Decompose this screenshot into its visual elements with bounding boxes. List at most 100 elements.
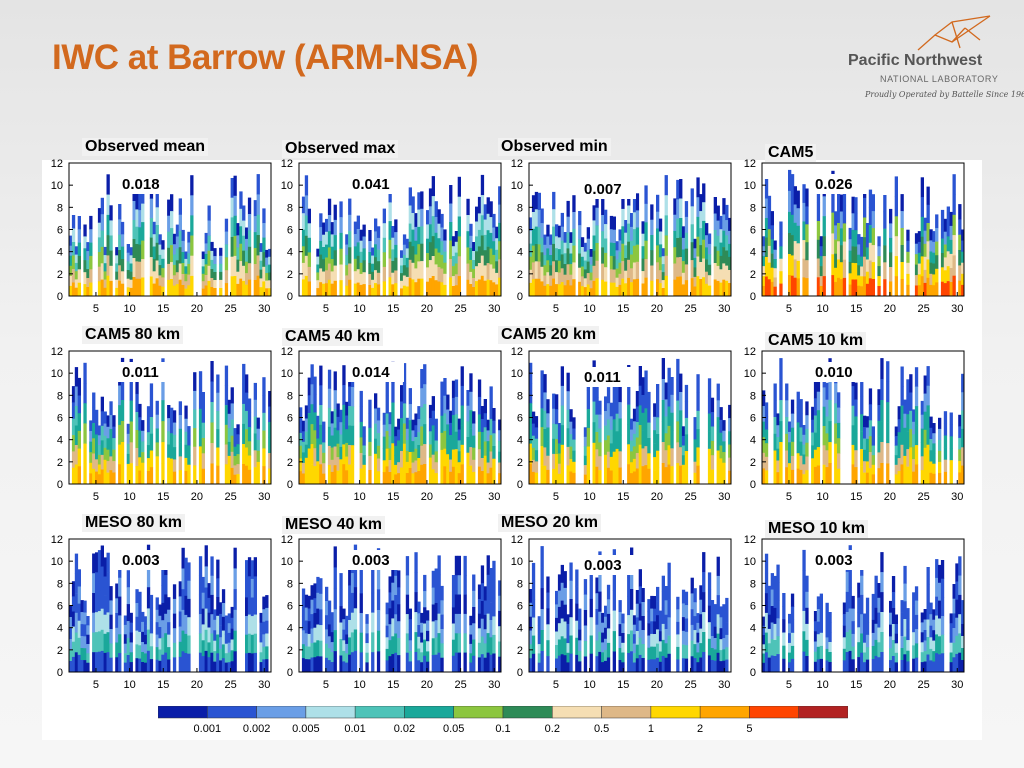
field-cell bbox=[138, 443, 142, 458]
field-cell bbox=[635, 244, 640, 263]
field-cell bbox=[776, 654, 780, 673]
field-cell bbox=[146, 629, 151, 652]
field-cell bbox=[595, 432, 599, 450]
field-cell bbox=[457, 440, 461, 452]
field-cell bbox=[227, 427, 231, 443]
field-cell bbox=[408, 650, 412, 662]
field-cell bbox=[598, 470, 602, 485]
field-cell bbox=[684, 248, 689, 265]
field-cell bbox=[342, 444, 346, 465]
field-cell bbox=[618, 251, 622, 263]
field-cell bbox=[894, 643, 898, 654]
field-cell bbox=[773, 433, 777, 451]
field-cell bbox=[161, 463, 165, 485]
field-cell bbox=[492, 446, 496, 459]
field-cell bbox=[699, 585, 703, 601]
field-cell bbox=[914, 275, 919, 286]
field-cell bbox=[601, 215, 605, 232]
field-cell bbox=[770, 655, 774, 673]
field-cell bbox=[109, 280, 113, 297]
field-cell bbox=[764, 416, 769, 430]
field-cell bbox=[865, 597, 870, 611]
field-cell bbox=[664, 629, 668, 644]
field-cell bbox=[100, 440, 104, 456]
field-cell bbox=[569, 274, 573, 286]
field-cell bbox=[722, 230, 726, 248]
field-cell bbox=[86, 616, 90, 626]
field-cell bbox=[253, 652, 257, 673]
field-cell bbox=[583, 260, 588, 270]
field-cell bbox=[135, 192, 139, 210]
field-cell bbox=[164, 613, 168, 634]
field-cell bbox=[929, 461, 933, 473]
x-tick-label: 10 bbox=[583, 303, 595, 315]
field-cell bbox=[779, 283, 783, 297]
field-cell bbox=[245, 273, 249, 285]
panel-cam5: CAM5 0 2 4 6 8 10 12 5 10 15 20 25 30 0.026 bbox=[735, 144, 967, 318]
field-cell bbox=[868, 452, 873, 469]
field-cell bbox=[929, 240, 933, 252]
field-cell bbox=[420, 642, 424, 653]
field-cell bbox=[250, 560, 255, 580]
field-cell bbox=[382, 424, 386, 437]
field-cell bbox=[903, 413, 907, 429]
field-cell bbox=[198, 446, 203, 466]
field-cell bbox=[74, 652, 79, 673]
field-cell bbox=[385, 448, 389, 467]
field-cell bbox=[489, 386, 493, 403]
field-cell bbox=[958, 437, 962, 450]
x-tick-label: 25 bbox=[454, 679, 466, 691]
field-cell bbox=[705, 223, 709, 236]
field-cell bbox=[391, 564, 395, 583]
field-cell bbox=[118, 280, 122, 297]
field-cell bbox=[224, 405, 229, 426]
field-cell bbox=[638, 637, 642, 656]
field-cell bbox=[359, 273, 363, 286]
field-cell bbox=[618, 660, 622, 673]
field-cell bbox=[949, 268, 953, 283]
iwc-field bbox=[69, 174, 272, 297]
field-cell bbox=[304, 594, 309, 608]
field-cell bbox=[776, 437, 780, 450]
field-cell bbox=[865, 283, 870, 297]
field-cell bbox=[414, 460, 418, 473]
field-cell bbox=[764, 456, 769, 471]
field-cell bbox=[618, 262, 622, 275]
field-cell bbox=[155, 400, 159, 415]
field-cell bbox=[210, 575, 214, 596]
field-cell bbox=[961, 262, 965, 275]
field-cell bbox=[546, 441, 550, 456]
x-tick-label: 5 bbox=[786, 679, 792, 691]
field-cell bbox=[391, 443, 395, 464]
field-cell bbox=[848, 273, 852, 285]
field-cell bbox=[420, 369, 424, 389]
field-cell bbox=[92, 652, 96, 673]
field-cell bbox=[97, 590, 102, 612]
field-cell bbox=[454, 252, 459, 264]
field-cell bbox=[376, 272, 381, 285]
field-cell bbox=[126, 270, 130, 279]
field-cell bbox=[583, 625, 588, 642]
field-cell bbox=[247, 279, 252, 297]
field-cell bbox=[394, 652, 398, 673]
y-tick-label: 10 bbox=[511, 556, 523, 568]
field-cell bbox=[330, 271, 334, 284]
field-cell bbox=[245, 429, 249, 448]
field-cell bbox=[644, 185, 648, 205]
field-cell bbox=[155, 597, 159, 611]
field-cell bbox=[322, 271, 326, 285]
field-cell bbox=[630, 282, 634, 297]
field-cell bbox=[431, 587, 435, 605]
field-cell bbox=[871, 228, 875, 246]
field-cell bbox=[796, 190, 800, 209]
field-cell bbox=[420, 622, 424, 633]
field-cell bbox=[362, 248, 366, 261]
field-cell bbox=[681, 589, 686, 604]
field-cell bbox=[563, 638, 567, 656]
field-cell bbox=[560, 444, 564, 465]
field-cell bbox=[816, 428, 821, 448]
field-cell bbox=[940, 653, 945, 673]
field-cell bbox=[906, 262, 910, 275]
y-tick-label: 4 bbox=[517, 623, 523, 635]
field-cell bbox=[796, 225, 800, 244]
